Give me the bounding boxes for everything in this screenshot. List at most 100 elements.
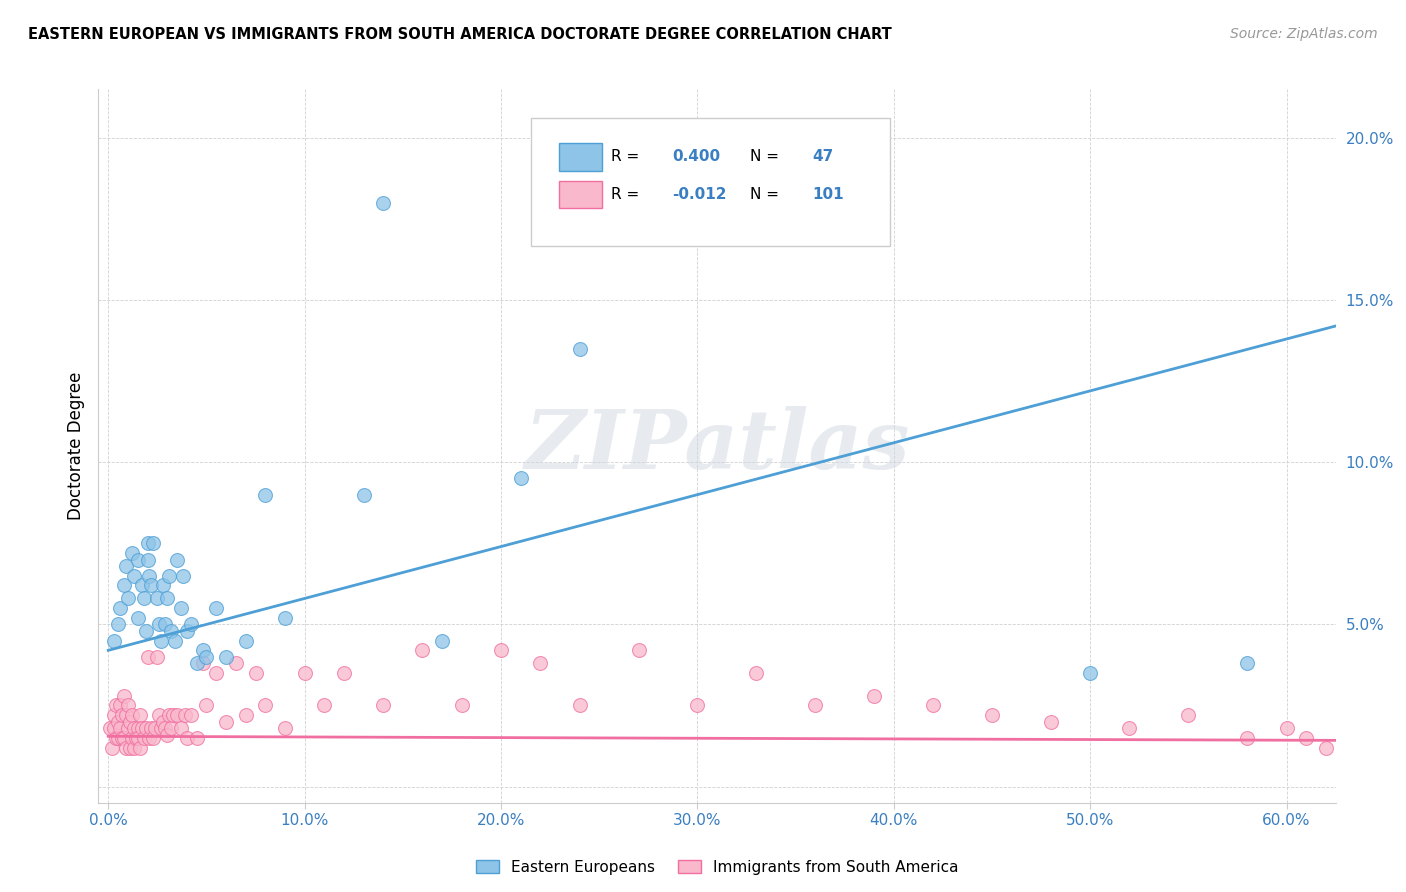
Legend: Eastern Europeans, Immigrants from South America: Eastern Europeans, Immigrants from South… <box>470 854 965 880</box>
Point <box>156 591 179 606</box>
Point <box>170 721 193 735</box>
Point <box>153 721 176 735</box>
Point <box>128 708 150 723</box>
Point <box>150 721 173 735</box>
Point <box>136 536 159 550</box>
Point <box>118 714 141 729</box>
Point <box>627 643 650 657</box>
Point <box>122 721 145 735</box>
Point <box>205 666 228 681</box>
Text: Source: ZipAtlas.com: Source: ZipAtlas.com <box>1230 27 1378 41</box>
Point <box>101 740 124 755</box>
Point <box>314 698 336 713</box>
Point <box>105 698 128 713</box>
Point <box>157 708 180 723</box>
Point <box>121 708 143 723</box>
Point <box>127 552 149 566</box>
Point <box>254 698 277 713</box>
Point <box>121 546 143 560</box>
Point <box>150 633 173 648</box>
Point <box>205 601 228 615</box>
Point <box>138 568 160 582</box>
Point <box>136 649 159 664</box>
Point <box>112 731 135 745</box>
Point <box>122 740 145 755</box>
Point <box>105 731 128 745</box>
Point <box>108 601 131 615</box>
Point <box>103 721 125 735</box>
Point <box>127 731 149 745</box>
Point <box>112 578 135 592</box>
Point <box>118 740 141 755</box>
Point <box>117 698 139 713</box>
Point <box>111 708 134 723</box>
Point <box>1374 708 1396 723</box>
Point <box>225 657 247 671</box>
FancyBboxPatch shape <box>531 118 890 246</box>
Point <box>686 698 709 713</box>
Point <box>103 708 125 723</box>
Point <box>172 568 194 582</box>
Point <box>152 714 174 729</box>
Point <box>1118 721 1140 735</box>
Point <box>146 591 169 606</box>
Point <box>166 552 188 566</box>
Point <box>176 731 198 745</box>
Point <box>162 708 184 723</box>
Text: R =: R = <box>610 187 644 202</box>
Point <box>127 611 149 625</box>
Point <box>170 601 193 615</box>
Point <box>274 611 297 625</box>
Point <box>180 708 202 723</box>
Point <box>186 657 208 671</box>
Point <box>117 591 139 606</box>
Point <box>176 624 198 638</box>
Point <box>145 721 167 735</box>
Text: R =: R = <box>610 150 644 164</box>
Text: N =: N = <box>751 187 785 202</box>
Point <box>115 740 138 755</box>
Text: -0.012: -0.012 <box>672 187 727 202</box>
FancyBboxPatch shape <box>558 144 602 170</box>
Text: 47: 47 <box>813 150 834 164</box>
Point <box>568 698 591 713</box>
Point <box>333 666 356 681</box>
Point <box>132 731 155 745</box>
Point <box>115 708 138 723</box>
Point <box>127 721 149 735</box>
Point <box>254 488 277 502</box>
Point <box>122 568 145 582</box>
Point <box>745 666 768 681</box>
Point <box>138 731 160 745</box>
Point <box>108 721 131 735</box>
Point <box>160 624 183 638</box>
Point <box>294 666 316 681</box>
Point <box>103 633 125 648</box>
Point <box>111 731 134 745</box>
Point <box>411 643 433 657</box>
Point <box>489 643 512 657</box>
Text: 0.400: 0.400 <box>672 150 721 164</box>
Point <box>152 578 174 592</box>
Point <box>132 591 155 606</box>
Point <box>195 698 218 713</box>
Point <box>863 689 886 703</box>
Point <box>128 740 150 755</box>
Text: 101: 101 <box>813 187 844 202</box>
Point <box>131 578 153 592</box>
Point <box>1236 657 1258 671</box>
Point <box>430 633 453 648</box>
Point <box>191 643 214 657</box>
Point <box>509 471 531 485</box>
Point <box>146 649 169 664</box>
Point <box>274 721 297 735</box>
Point <box>180 617 202 632</box>
Point <box>163 633 186 648</box>
Point <box>112 689 135 703</box>
Point <box>1315 740 1337 755</box>
Point <box>107 714 129 729</box>
Text: EASTERN EUROPEAN VS IMMIGRANTS FROM SOUTH AMERICA DOCTORATE DEGREE CORRELATION C: EASTERN EUROPEAN VS IMMIGRANTS FROM SOUT… <box>28 27 891 42</box>
Point <box>804 698 827 713</box>
Point <box>186 731 208 745</box>
Point <box>166 708 188 723</box>
